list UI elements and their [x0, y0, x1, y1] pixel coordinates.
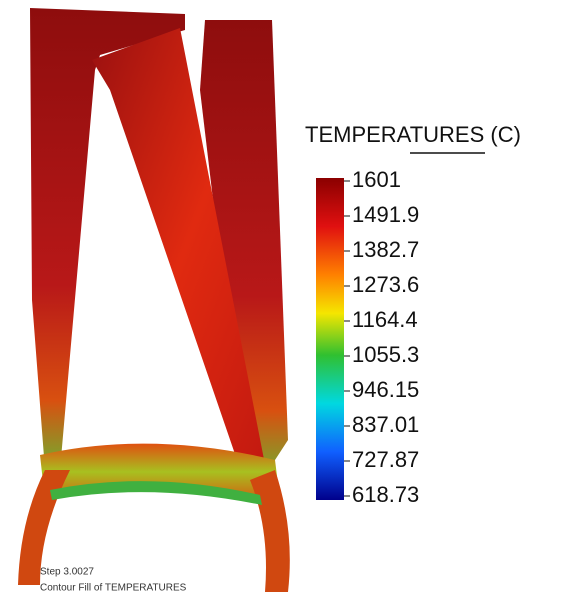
model — [18, 8, 290, 592]
tick-label: 946.15 — [352, 377, 419, 402]
legend-title: TEMPERATURES (C) — [305, 122, 521, 147]
right-foot — [250, 470, 290, 592]
step-label: Step 3.0027 — [40, 567, 94, 578]
tick-label: 1055.3 — [352, 342, 419, 367]
contour-label: Contour Fill of TEMPERATURES — [40, 583, 187, 594]
tick-label: 1164.4 — [352, 307, 418, 332]
tick-label: 837.01 — [352, 412, 419, 437]
tick-label: 1382.7 — [352, 237, 419, 262]
color-bar — [316, 178, 344, 500]
contour-view: Step 3.0027 Contour Fill of TEMPERATURES… — [0, 0, 582, 601]
tick-label: 1491.9 — [352, 202, 419, 227]
tick-label: 618.73 — [352, 482, 419, 507]
tick-label: 727.87 — [352, 447, 419, 472]
tick-label: 1601 — [352, 167, 401, 192]
tick-label: 1273.6 — [352, 272, 419, 297]
